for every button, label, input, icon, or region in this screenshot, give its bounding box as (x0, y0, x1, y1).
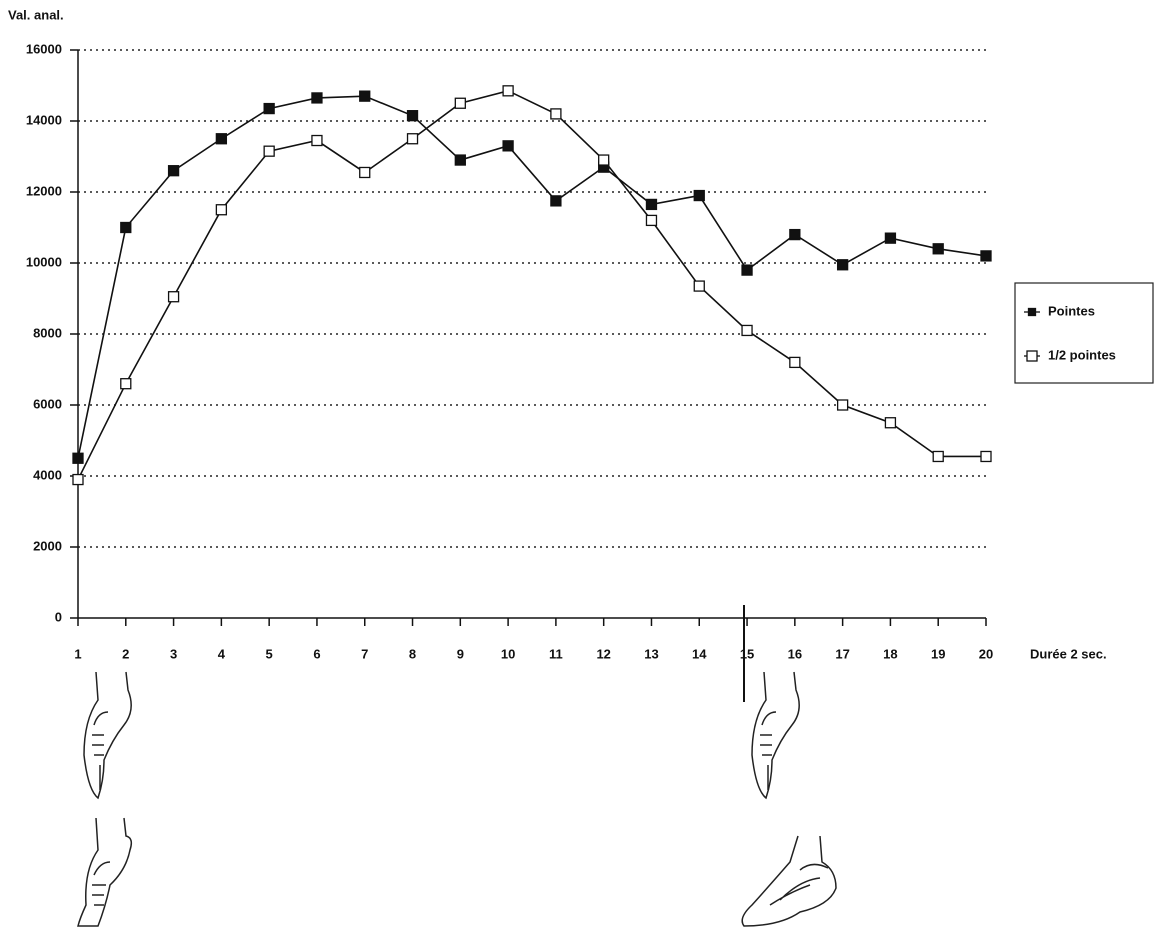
data-point (885, 233, 895, 243)
x-tick-label: 12 (596, 646, 610, 661)
data-point (264, 146, 274, 156)
x-tick-label: 6 (313, 646, 320, 661)
data-point (551, 196, 561, 206)
y-tick-label: 0 (55, 609, 62, 624)
x-tick-label: 18 (883, 646, 897, 661)
y-tick-label: 16000 (26, 41, 62, 56)
y-tick-label: 8000 (33, 325, 62, 340)
data-point (455, 98, 465, 108)
x-tick-label: 15 (740, 646, 754, 661)
x-tick-label: 14 (692, 646, 707, 661)
x-tick-label: 4 (218, 646, 226, 661)
y-axis-title: Val. anal. (8, 7, 64, 22)
data-point (646, 199, 656, 209)
data-point (885, 418, 895, 428)
x-tick-label: 13 (644, 646, 658, 661)
x-tick-label: 16 (788, 646, 802, 661)
x-tick-label: 10 (501, 646, 515, 661)
data-point (73, 453, 83, 463)
data-point (551, 109, 561, 119)
data-point (408, 111, 418, 121)
x-tick-label: 11 (549, 646, 563, 661)
data-point (121, 379, 131, 389)
legend-label: Pointes (1048, 303, 1095, 318)
x-axis-title: Durée 2 sec. (1030, 646, 1107, 661)
data-point (646, 215, 656, 225)
data-point (694, 191, 704, 201)
data-point (73, 475, 83, 485)
data-point (742, 325, 752, 335)
data-point (312, 136, 322, 146)
x-tick-label: 1 (74, 646, 81, 661)
x-tick-label: 8 (409, 646, 416, 661)
x-tick-label: 9 (457, 646, 464, 661)
data-point (838, 260, 848, 270)
data-point (981, 251, 991, 261)
y-tick-label: 6000 (33, 396, 62, 411)
data-point (360, 167, 370, 177)
data-point (503, 141, 513, 151)
data-point (933, 451, 943, 461)
series-line (78, 91, 986, 480)
data-point (455, 155, 465, 165)
y-tick-label: 14000 (26, 112, 62, 127)
data-point (169, 166, 179, 176)
data-point (933, 244, 943, 254)
foot-illustrations (78, 672, 836, 926)
data-point (121, 223, 131, 233)
x-tick-label: 17 (835, 646, 849, 661)
x-tick-label: 19 (931, 646, 945, 661)
data-point (360, 91, 370, 101)
data-point (694, 281, 704, 291)
data-point (790, 230, 800, 240)
x-tick-label: 7 (361, 646, 368, 661)
x-tick-label: 3 (170, 646, 177, 661)
data-point (216, 205, 226, 215)
data-point (169, 292, 179, 302)
series-line (78, 96, 986, 458)
data-point (981, 451, 991, 461)
data-point (408, 134, 418, 144)
y-tick-label: 2000 (33, 538, 62, 553)
data-point (216, 134, 226, 144)
data-point (599, 155, 609, 165)
data-point (312, 93, 322, 103)
legend-label: 1/2 pointes (1048, 347, 1116, 362)
data-point (790, 357, 800, 367)
y-tick-label: 10000 (26, 254, 62, 269)
x-tick-label: 20 (979, 646, 993, 661)
data-point (503, 86, 513, 96)
legend-box (1015, 283, 1153, 383)
data-point (264, 104, 274, 114)
x-tick-label: 2 (122, 646, 129, 661)
x-tick-label: 5 (266, 646, 273, 661)
legend-marker (1027, 351, 1037, 361)
y-tick-label: 12000 (26, 183, 62, 198)
data-point (838, 400, 848, 410)
data-point (742, 265, 752, 275)
y-tick-label: 4000 (33, 467, 62, 482)
chart: Val. anal. Durée 2 sec. 0 2000 4000 6000 800… (0, 0, 1155, 932)
legend-marker (1029, 309, 1036, 316)
